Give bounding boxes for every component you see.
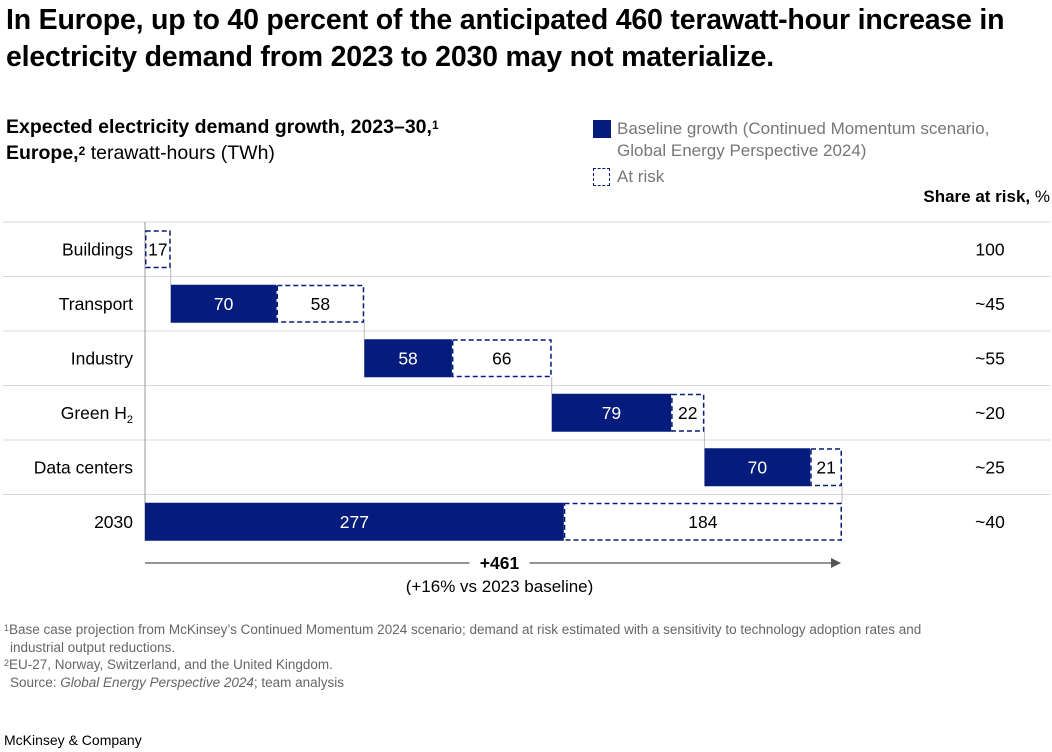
- baseline-value-label: 79: [602, 403, 621, 423]
- subtitle-region: Europe,: [6, 142, 79, 164]
- source-rest: ; team analysis: [253, 674, 344, 690]
- total-label-background: [469, 553, 530, 573]
- baseline-value-label: 277: [340, 512, 369, 532]
- at-risk-bar: [451, 339, 552, 378]
- subtitle-unit: terawatt-hours (TWh): [85, 142, 275, 164]
- footnote-2: 2EU-27, Norway, Switzerland, and the Uni…: [4, 656, 1044, 674]
- source-note: Source: Global Energy Perspective 2024; …: [4, 674, 1044, 692]
- footnote-1-text: Base case projection from McKinsey’s Con…: [9, 622, 922, 637]
- legend-label-baseline-line2: Global Energy Perspective 2024): [617, 141, 867, 160]
- subtitle-line1: Expected electricity demand growth, 2023…: [6, 116, 432, 138]
- footnote-2-text: EU-27, Norway, Switzerland, and the Unit…: [9, 657, 333, 672]
- at-risk-value-label: 184: [688, 512, 717, 532]
- baseline-bar: [704, 448, 811, 487]
- legend-swatch-at-risk: [593, 168, 610, 186]
- waterfall-chart: Buildings 17 100 Transport 70 58 ~45 Industry 58…: [3, 221, 1050, 595]
- share-at-risk-value: ~55: [975, 348, 1005, 368]
- footnote-ref-2: 2: [78, 144, 86, 158]
- at-risk-value-label: 21: [816, 457, 835, 477]
- share-at-risk-value: ~25: [975, 457, 1005, 477]
- chart-subtitle: Expected electricity demand growth, 2023…: [6, 114, 439, 166]
- share-at-risk-value: ~40: [975, 512, 1005, 532]
- at-risk-bar: [145, 230, 171, 269]
- total-label: +461: [480, 553, 520, 573]
- share-at-risk-header-label: Share at risk,: [923, 187, 1031, 206]
- at-risk-value-label: 58: [311, 294, 330, 314]
- source-label: Source:: [10, 674, 61, 690]
- baseline-bar: [364, 339, 452, 378]
- legend-item-baseline: Baseline growth (Continued Momentum scen…: [593, 118, 989, 162]
- category-label: Transport: [59, 294, 133, 314]
- chart-legend: Baseline growth (Continued Momentum scen…: [593, 118, 989, 188]
- baseline-value-label: 70: [214, 294, 234, 314]
- category-label: Buildings: [62, 239, 133, 259]
- brand-logo-text: McKinsey & Company: [4, 732, 142, 748]
- baseline-value-label: 58: [398, 348, 417, 368]
- footnote-2-mark: 2: [4, 658, 10, 668]
- legend-label-at-risk: At risk: [617, 167, 665, 186]
- baseline-bar: [551, 393, 672, 432]
- legend-label-baseline-line1: Baseline growth (Continued Momentum scen…: [617, 119, 990, 138]
- footnote-1: 1Base case projection from McKinsey’s Co…: [4, 621, 1044, 639]
- baseline-bar: [170, 284, 277, 323]
- footnote-1-mark: 1: [4, 623, 10, 633]
- at-risk-value-label: 66: [492, 348, 511, 368]
- category-label: Green H2: [61, 403, 133, 426]
- footnotes: 1Base case projection from McKinsey’s Co…: [4, 621, 1044, 691]
- share-at-risk-header-unit: %: [1030, 187, 1050, 206]
- share-at-risk-value: ~20: [975, 403, 1005, 423]
- category-label: Data centers: [34, 457, 133, 477]
- category-label: Industry: [71, 348, 133, 368]
- at-risk-value-label: 17: [148, 239, 167, 259]
- legend-item-at-risk: At risk: [593, 166, 989, 188]
- baseline-value-label: 70: [748, 457, 768, 477]
- baseline-bar: [145, 502, 564, 541]
- share-at-risk-value: 100: [975, 239, 1004, 259]
- page-title: In Europe, up to 40 percent of the antic…: [6, 4, 1005, 73]
- legend-swatch-baseline: [593, 120, 611, 138]
- at-risk-bar: [563, 502, 842, 541]
- share-at-risk-value: ~45: [975, 294, 1005, 314]
- at-risk-value-label: 22: [678, 403, 697, 423]
- total-sublabel: (+16% vs 2023 baseline): [406, 577, 594, 595]
- footnote-ref-1: 1: [431, 118, 439, 132]
- at-risk-bar: [810, 448, 842, 487]
- category-label: 2030: [94, 512, 133, 532]
- footnote-1-continued: industrial output reductions.: [10, 639, 176, 655]
- share-at-risk-header: Share at risk, %: [923, 187, 1050, 207]
- at-risk-bar: [671, 393, 705, 432]
- source-title: Global Energy Perspective 2024: [60, 674, 254, 690]
- at-risk-bar: [276, 284, 365, 323]
